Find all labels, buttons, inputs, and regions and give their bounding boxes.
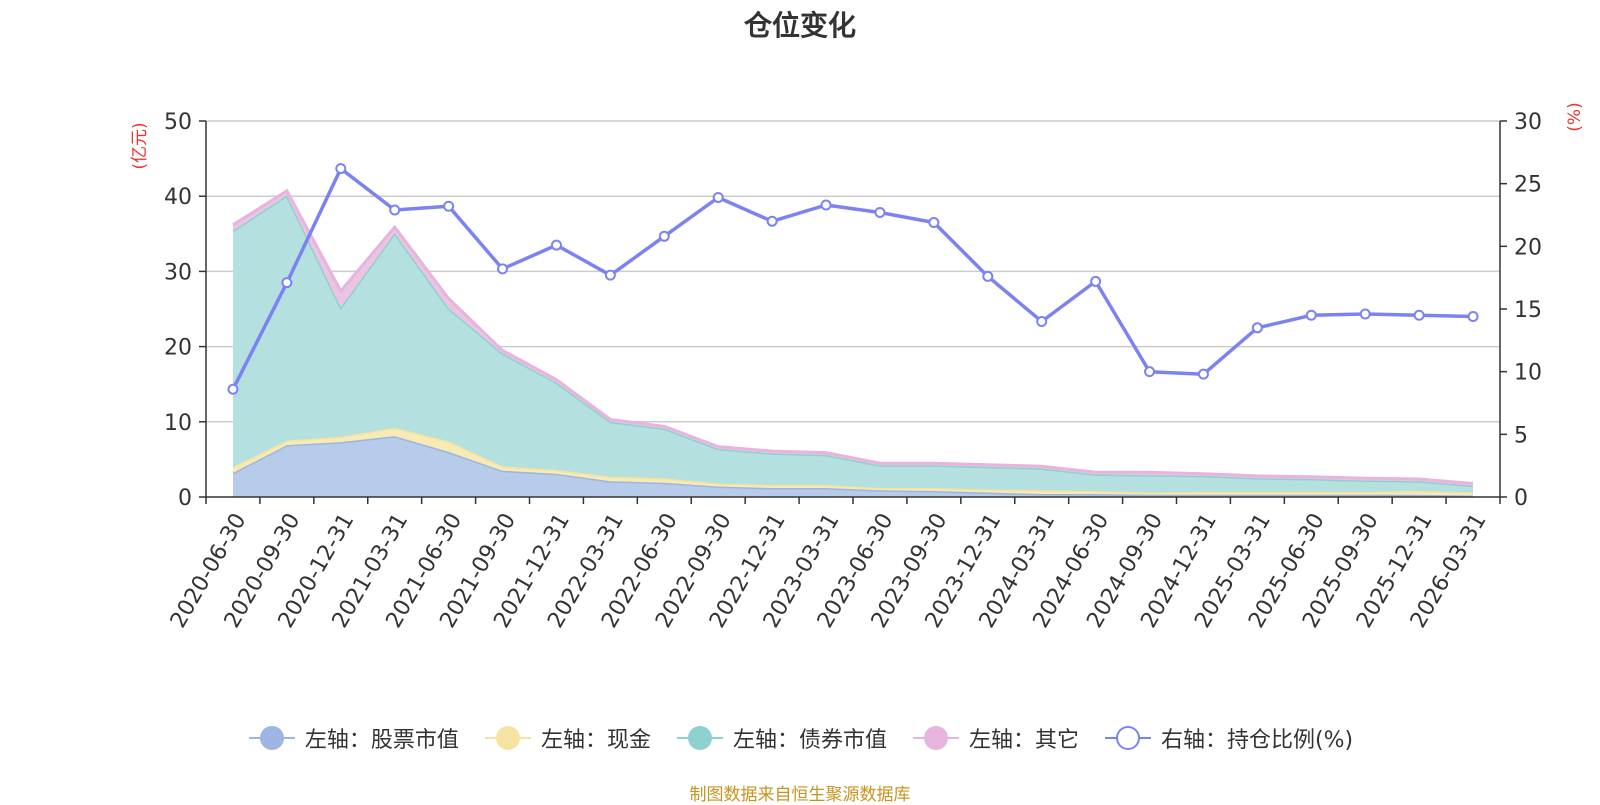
line-point	[389, 204, 401, 216]
line-point	[982, 270, 994, 282]
legend-swatch-icon	[912, 726, 959, 750]
legend-label: 左轴：其它	[968, 728, 1079, 753]
legend-item[interactable]: 左轴：现金	[483, 722, 651, 754]
chart-legend: 左轴：股票市值 左轴：现金 左轴：债券市值 左轴：其它 右轴：持仓比例(%)	[0, 722, 1600, 754]
line-point	[820, 199, 832, 211]
right-axis-tick-label: 20	[1514, 235, 1542, 260]
left-axis-tick-label: 20	[164, 336, 192, 361]
line-point	[658, 230, 670, 242]
line-point	[1197, 368, 1209, 380]
legend-item[interactable]: 左轴：其它	[911, 722, 1079, 754]
line-point	[1036, 316, 1048, 328]
right-axis-tick-label: 30	[1514, 110, 1542, 135]
line-point	[281, 277, 293, 289]
left-axis-tick-label: 0	[178, 486, 192, 511]
line-point	[1413, 309, 1425, 321]
right-axis-tick-label: 0	[1514, 486, 1528, 511]
line-point	[443, 200, 455, 212]
line-point	[497, 263, 509, 275]
line-point	[1251, 322, 1263, 334]
line-point	[227, 383, 239, 395]
area-左轴：债券市值	[233, 195, 1473, 493]
line-point	[550, 239, 562, 251]
right-axis-unit: (%)	[1565, 102, 1585, 131]
line-point	[1144, 366, 1156, 378]
line-point	[766, 215, 778, 227]
data-source-footer: 制图数据来自恒生聚源数据库	[689, 785, 911, 805]
legend-item[interactable]: 左轴：债券市值	[675, 722, 887, 754]
legend-swatch-icon	[484, 726, 531, 750]
line-point	[604, 269, 616, 281]
legend-label: 左轴：债券市值	[732, 728, 887, 753]
legend-label: 右轴：持仓比例(%)	[1160, 728, 1354, 753]
legend-item[interactable]: 右轴：持仓比例(%)	[1103, 722, 1353, 754]
legend-swatch-icon	[1104, 726, 1151, 750]
right-axis-tick-label: 5	[1514, 423, 1528, 448]
legend-label: 左轴：股票市值	[304, 728, 459, 753]
line-point	[928, 217, 940, 229]
left-axis-tick-label: 10	[164, 411, 192, 436]
right-axis-tick-label: 25	[1514, 173, 1542, 198]
left-axis-tick-label: 30	[164, 260, 192, 285]
line-point	[335, 163, 347, 175]
legend-item[interactable]: 左轴：股票市值	[247, 722, 459, 754]
line-point	[1090, 275, 1102, 287]
chart-title: 仓位变化	[743, 9, 856, 42]
line-point	[1359, 308, 1371, 320]
legend-label: 左轴：现金	[540, 728, 651, 753]
left-axis-unit: (亿元)	[130, 122, 150, 169]
area-line-左轴：其它	[232, 188, 1474, 485]
left-axis-tick-label: 50	[164, 110, 192, 135]
area-左轴：股票市值	[233, 436, 1473, 497]
line-point	[1305, 309, 1317, 321]
right-axis-tick-label: 15	[1514, 298, 1542, 323]
line-point	[1467, 311, 1479, 323]
legend-swatch-icon	[248, 726, 295, 750]
legend-swatch-icon	[676, 726, 723, 750]
line-point	[712, 191, 724, 203]
left-axis-tick-label: 40	[164, 185, 192, 210]
line-series-path	[231, 166, 1474, 390]
right-axis-tick-label: 10	[1514, 361, 1542, 386]
line-point	[874, 206, 886, 218]
